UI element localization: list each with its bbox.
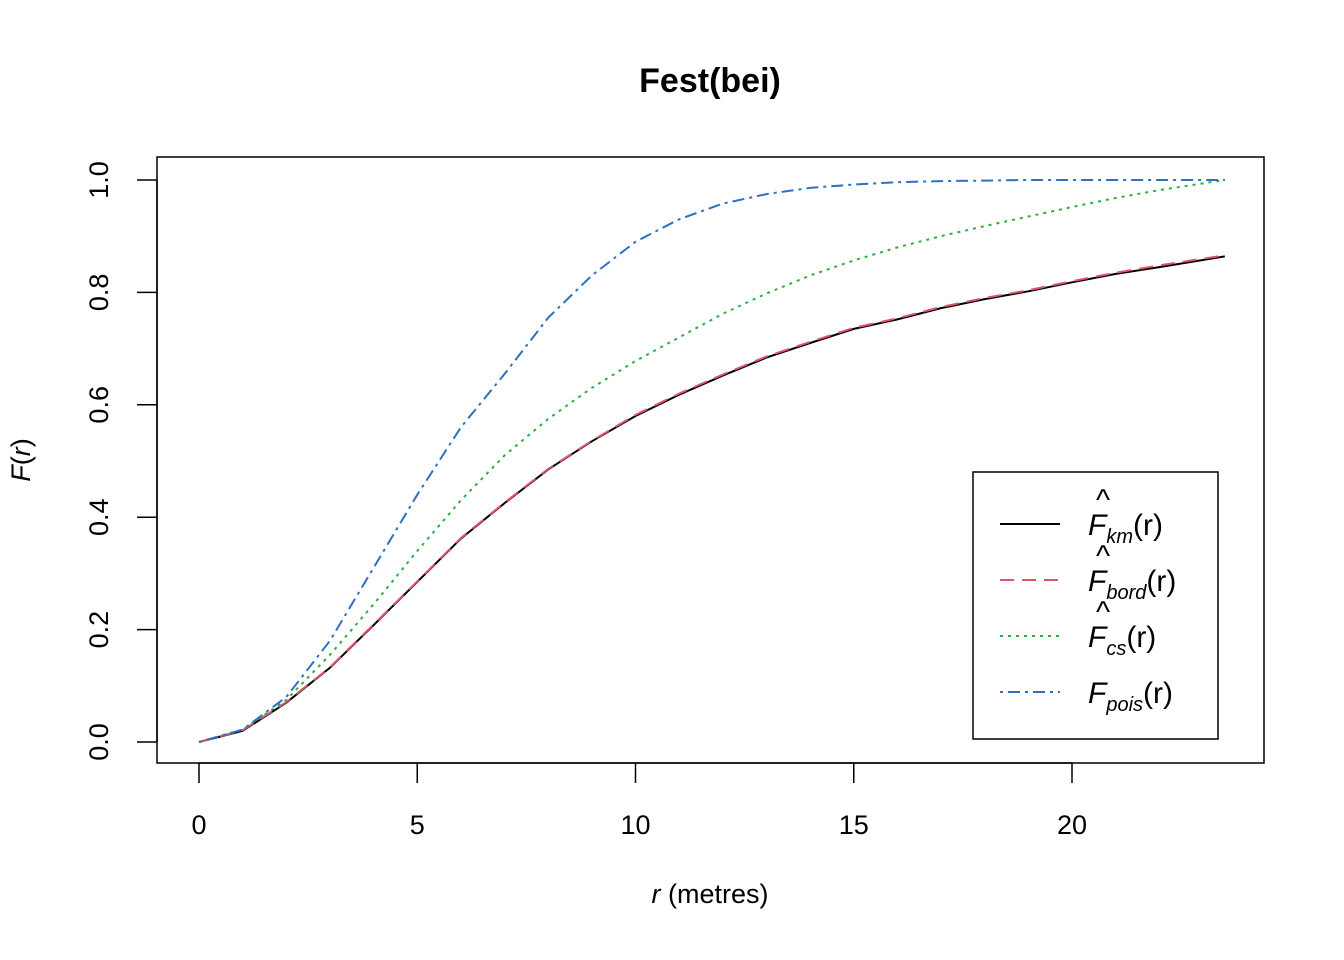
legend-box [972, 471, 1219, 740]
legend-label-sub: cs [1106, 638, 1126, 660]
series-line-4 [198, 179, 1225, 743]
y-axis-label: F(r) [6, 438, 36, 482]
legend-label-2: Fbord(r) [1088, 565, 1176, 604]
y-tick-label: 0.2 [84, 611, 114, 649]
legend-hat-2: ^ [1096, 540, 1110, 573]
x-tick-label: 10 [620, 810, 650, 840]
x-tick-label: 15 [839, 810, 869, 840]
y-tick-label: 0.6 [84, 386, 114, 424]
y-axis-label-fn: F [6, 464, 36, 482]
y-tick-label: 1.0 [84, 161, 114, 199]
y-axis-label-var: r [6, 446, 36, 456]
chart-title: Fest(bei) [639, 62, 781, 100]
legend-label-1: Fkm(r) [1088, 509, 1163, 548]
legend-label-base: F [1088, 509, 1108, 542]
legend-label-sub: bord [1106, 582, 1147, 604]
series-line-2 [198, 254, 1225, 743]
x-tick-label: 0 [191, 810, 206, 840]
legend-label-arg: (r) [1133, 509, 1163, 542]
legend-label-sub: pois [1105, 694, 1143, 716]
legend: Fkm(r)^Fbord(r)^Fcs(r)^Fpois(r) [972, 471, 1219, 740]
x-axis-label-var: r [652, 879, 662, 909]
x-axis-label-unit: (metres) [661, 879, 769, 909]
y-axis-label-open: ( [6, 456, 36, 465]
legend-label-arg: (r) [1146, 565, 1176, 598]
legend-label-3: Fcs(r) [1088, 621, 1156, 660]
y-tick-label: 0.0 [84, 723, 114, 761]
series-line-3 [198, 179, 1225, 743]
y-axis-label-close: ) [6, 438, 36, 447]
legend-label-sub: km [1106, 526, 1133, 548]
axes: 0 5 10 15 20 0.0 0.2 0.4 0.6 0.8 1.0 [84, 161, 1087, 840]
legend-label-arg: (r) [1143, 677, 1173, 710]
x-tick-label: 20 [1057, 810, 1087, 840]
legend-label-base: F [1088, 565, 1108, 598]
y-tick-label: 0.4 [84, 498, 114, 536]
y-tick-label: 0.8 [84, 274, 114, 312]
x-axis-label: r (metres) [652, 879, 769, 909]
legend-label-base: F [1088, 621, 1108, 654]
legend-hat-3: ^ [1096, 596, 1110, 629]
legend-hat-1: ^ [1096, 484, 1110, 517]
legend-label-4: Fpois(r) [1088, 677, 1173, 716]
legend-label-base: F [1088, 677, 1108, 710]
x-tick-label: 5 [410, 810, 425, 840]
legend-label-arg: (r) [1126, 621, 1156, 654]
series-layer [198, 179, 1225, 743]
